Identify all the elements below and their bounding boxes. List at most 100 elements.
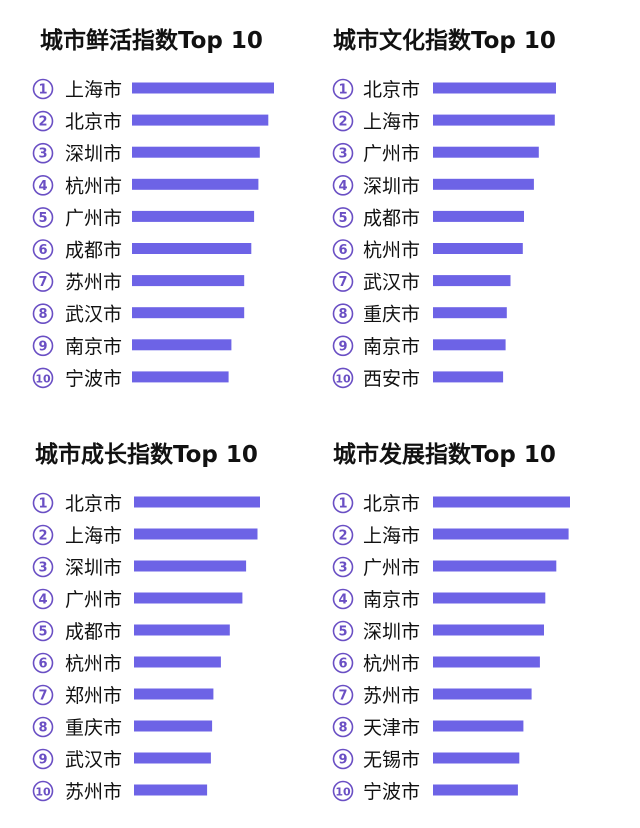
category-label: 深圳市 [363,621,420,643]
category-label: 武汉市 [65,304,122,326]
category-label: 广州市 [363,557,420,579]
rank-label: 8 [338,721,347,736]
rank-label: 6 [338,243,347,258]
rank-label: 4 [38,179,47,194]
rank-label: 10 [35,786,51,799]
category-label: 天津市 [363,717,420,739]
category-label: 上海市 [363,111,420,133]
category-label: 北京市 [65,493,122,515]
chart-panel-3: 城市成长指数Top 10 1 北京市 2 上海市 3 深圳市 4 广州市 5 成都市 6 杭州市 7 郑州市… [32,441,260,803]
category-label: 杭州市 [65,175,122,197]
rank-label: 1 [338,497,347,512]
category-label: 苏州市 [363,685,420,707]
category-label: 郑州市 [65,685,122,707]
rank-label: 10 [335,372,351,385]
category-label: 广州市 [65,207,122,229]
rank-label: 4 [338,179,347,194]
bar [433,592,546,604]
bar [134,496,260,508]
rank-circle [332,652,354,674]
bar [433,210,524,222]
rank-label: 3 [38,561,47,576]
rank-label: 6 [38,657,47,672]
rank-circle [32,556,54,578]
bar [134,720,213,732]
category-label: 深圳市 [65,557,122,579]
bar [134,752,211,764]
rank-circle [32,207,54,228]
category-label: 武汉市 [65,749,122,771]
category-label: 重庆市 [363,304,420,326]
rank-circle [332,684,354,706]
rank-circle [32,78,54,100]
category-label: 杭州市 [363,240,420,262]
category-label: 成都市 [65,621,122,643]
bar [132,371,229,383]
rank-label: 9 [38,753,47,768]
rank-label: 2 [338,115,347,130]
rank-label: 7 [38,275,47,290]
bar [132,275,245,287]
category-label: 深圳市 [65,143,122,165]
bar [134,656,221,668]
rank-circle [332,588,354,610]
bar [132,243,252,254]
rank-label: 6 [38,243,47,258]
bar [132,339,232,351]
rank-circle [32,271,54,292]
rank-circle [332,110,354,132]
bar [433,528,569,540]
bar [132,210,255,222]
bar [132,146,260,158]
chart-panel-2: 城市文化指数Top 10 1 北京市 2 上海市 3 广州市 4 深圳市 5 成都市 6 杭州市 7 武汉市… [332,27,556,390]
bar [433,560,557,572]
bar [134,592,243,604]
category-label: 北京市 [363,493,420,515]
rank-circle [32,367,54,389]
rank-circle [332,367,354,389]
rank-label: 1 [338,83,347,98]
category-label: 北京市 [65,111,122,133]
rank-label: 9 [338,753,347,768]
rank-circle [32,748,54,770]
category-label: 重庆市 [65,717,122,739]
category-label: 成都市 [363,207,420,229]
rank-circle [332,524,354,546]
chart-panel-1: 城市鲜活指数Top 10 1 上海市 2 北京市 3 深圳市 4 杭州市 5 广州市 6 成都市 7 苏州市… [32,27,274,390]
bar [433,752,520,764]
chart-title: 城市成长指数Top 10 [35,441,258,468]
rank-circle [332,78,354,100]
rank-label: 4 [338,593,347,608]
rank-label: 2 [38,529,47,544]
chart-panel-4: 城市发展指数Top 10 1 北京市 2 上海市 3 广州市 4 南京市 5 深圳市 6 杭州市 7 苏州市… [332,441,570,803]
bar [433,496,570,508]
rank-circle [332,716,354,738]
rank-label: 10 [335,786,351,799]
rank-circle [32,716,54,738]
category-label: 杭州市 [363,653,420,675]
rank-circle [332,620,354,642]
rank-label: 1 [38,497,47,512]
rank-label: 7 [338,689,347,704]
category-label: 武汉市 [363,272,420,294]
rank-label: 3 [38,147,47,162]
bar [132,114,269,126]
bar [433,688,532,700]
category-label: 广州市 [65,589,122,611]
rank-circle [32,142,54,164]
rank-circle [332,303,354,325]
bar [132,82,274,94]
category-label: 西安市 [363,368,420,390]
category-label: 北京市 [363,79,420,101]
category-label: 无锡市 [363,749,420,771]
rank-label: 2 [338,529,347,544]
bar [433,114,555,126]
rank-label: 10 [35,372,51,385]
bar [433,339,506,351]
rank-label: 9 [38,339,47,354]
bar [433,82,556,94]
rank-circle [332,492,354,514]
rank-label: 4 [38,593,47,608]
category-label: 深圳市 [363,175,420,197]
